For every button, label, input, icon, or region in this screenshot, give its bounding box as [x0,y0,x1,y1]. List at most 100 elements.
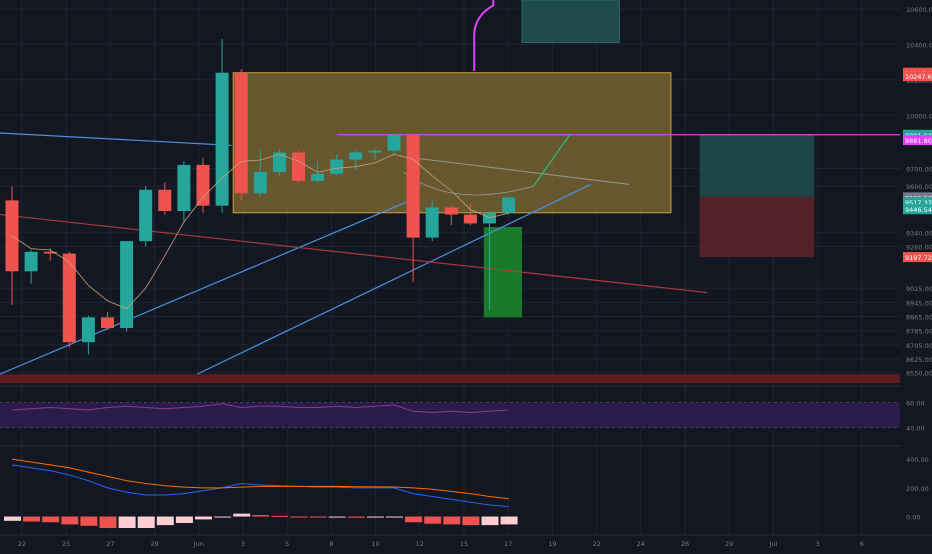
macd-histogram-bar [42,516,60,523]
rising-trendline [0,196,420,375]
price-tag [903,252,932,263]
price-tick-label: 8705.00 [906,342,932,350]
time-tick-label: 24 [637,540,645,548]
time-tick-label: 3 [241,540,245,548]
price-tick-label: 8945.00 [906,299,932,307]
price-tick-label: 10400.00 [906,41,932,49]
price-tag [903,71,932,82]
time-tick-label: 3 [816,540,820,548]
time-tick-label: 8 [329,540,333,548]
target-zone [699,134,815,197]
candle-body [272,152,286,172]
macd-tick-label: 400.00 [906,456,929,464]
macd-histogram-bar [405,516,423,523]
macd-histogram-bar [99,516,117,528]
macd-histogram-bar [481,516,499,526]
macd-histogram-bar [424,516,442,524]
candle-body [120,241,134,329]
candle-body [406,134,420,238]
price-tick-label: 9340.00 [906,229,932,237]
price-tag-label: 9197.72 [905,254,932,262]
price-tick-label: 8785.00 [906,328,932,336]
macd-histogram-bar [309,516,327,518]
macd-histogram-bar [462,516,480,526]
candle-body [196,164,210,206]
price-tick-label: 10000.00 [906,112,932,120]
macd-histogram-bar [23,516,41,522]
macd-histogram-bar [386,516,403,518]
rising-trendline-2 [197,183,591,375]
macd-histogram-bar [366,516,384,518]
rsi-tick-label: 60.00 [906,400,925,408]
candle-body [330,159,344,174]
candle-body [483,212,496,224]
candle-body [62,253,76,343]
time-tick-label: Jul [768,540,777,548]
price-tick-label: 8550.00 [906,369,932,377]
macd-histogram-bar [290,516,308,518]
macd-histogram-bar [252,515,270,517]
macd-histogram-bar [175,516,193,523]
price-tag [903,135,932,146]
time-tick-label: 29 [150,540,158,548]
time-tick-label: 15 [460,540,468,548]
price-tick-label: 9600.00 [906,183,932,191]
price-tag [903,197,932,208]
price-tick-label: 9260.00 [906,243,932,251]
time-tick-label: 22 [18,540,26,548]
price-tag-label: 9446.54 [905,206,932,214]
macd-histogram-bar [328,516,346,518]
price-tag-label: 9517.37 [905,199,932,207]
resistance-line [0,213,708,294]
midline [413,157,629,185]
downside-zone [483,226,522,318]
rsi-band [0,402,900,428]
macd-histogram-bar [61,516,79,525]
price-tick-label: 9025.00 [906,285,932,293]
consolidation-zone [232,72,672,214]
rsi-line [11,403,509,414]
candle-body [502,197,516,213]
projection-path [473,0,495,71]
price-tick-label: 8865.00 [906,314,932,322]
time-tick-label: 17 [504,540,512,548]
price-tag-label: 9881.80 [905,137,932,145]
time-tick-label: 29 [725,540,733,548]
projection-arrow [532,134,571,187]
candle-body [292,152,305,181]
candle-body [177,164,191,212]
candle-body [215,72,229,206]
candle-body [368,150,382,153]
time-tick-label: 27 [106,540,114,548]
macd-histogram-bar [500,516,518,525]
candle-body [387,134,401,151]
candle-body [425,207,439,238]
time-tick-label: Jun [193,540,204,548]
macd-histogram-bar [156,516,174,526]
macd-tick-label: 200.00 [906,485,929,493]
price-tick-label: 9700.00 [906,165,932,173]
macd-histogram-bar [195,516,212,520]
candle-body [234,72,248,194]
macd-histogram-bar [137,516,155,528]
candle-body [444,207,458,215]
candle-body [253,171,267,194]
signal-line [11,458,509,500]
candle-body [101,317,114,329]
candle-body [24,251,38,272]
macd-histogram-bar [118,516,136,528]
stop-zone [699,196,815,258]
time-tick-label: 26 [681,540,689,548]
time-tick-label: 19 [548,540,556,548]
price-tag [903,129,932,140]
macd-line [11,464,509,507]
candle-body [81,317,95,343]
time-tick-label: 5 [285,540,289,548]
projection-zone [521,0,620,44]
macd-histogram-bar [443,516,461,525]
price-tick-label: 8625.00 [906,356,932,364]
time-tick-label: 6 [860,540,864,548]
price-tag [903,204,932,215]
